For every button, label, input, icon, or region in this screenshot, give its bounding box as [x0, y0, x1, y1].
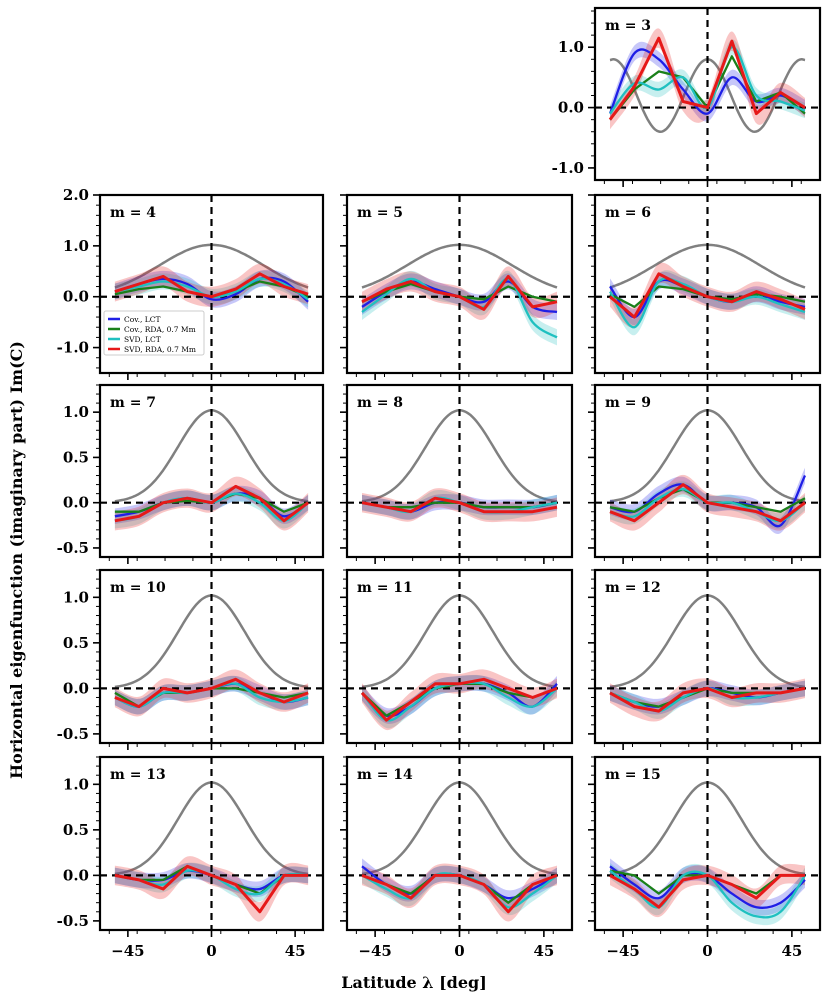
panel-m12-label: m = 12	[605, 580, 661, 596]
panel-m4-ytick-label: 0.0	[63, 288, 89, 306]
panel-m9-label: m = 9	[605, 395, 651, 411]
panel-m14-svd-rda-line	[361, 873, 558, 914]
panel-m11-plot-area	[347, 570, 572, 743]
panel-m13-xtick-label: 45	[285, 942, 306, 960]
panel-m13-ytick-label: -0.5	[57, 912, 89, 930]
panel-m10-label: m = 10	[110, 580, 166, 596]
panel-m15: m = 15 −45 0 45	[588, 755, 822, 960]
panel-m12-plot-area	[595, 570, 820, 743]
panel-m13-svd-rda-band	[114, 856, 309, 922]
legend-box	[103, 310, 205, 356]
panel-m13-plot-area	[100, 757, 323, 930]
panel-m5-svd-rda-line	[361, 274, 558, 311]
panel-m8-svd-rda-line	[361, 496, 558, 514]
panel-m8-label: m = 8	[357, 395, 403, 411]
panel-m5-label: m = 5	[357, 205, 403, 221]
panel-m9: m = 9	[588, 383, 822, 564]
panel-m8: m = 8	[340, 383, 574, 564]
panel-m7-ytick-label: 0.0	[63, 494, 89, 512]
panel-m14-label: m = 14	[357, 767, 413, 783]
panel-m10-plot-area	[100, 570, 323, 743]
panel-m4-ytick-label: 1.0	[63, 237, 89, 255]
panel-m6: m = 6	[588, 193, 822, 380]
panel-m14-plot-area	[347, 757, 572, 930]
panel-m4-svd-rda-line	[114, 272, 309, 299]
panel-m5-plot-area	[347, 195, 572, 373]
panel-m13-ytick-label: 1.0	[63, 775, 89, 793]
panel-m3-plot-area	[595, 8, 820, 180]
panel-m4-ytick-label: 2.0	[63, 186, 89, 204]
panel-m7-label: m = 7	[110, 395, 156, 411]
panel-m9-svd-rda-line	[609, 483, 806, 523]
panel-m7-plot-area	[100, 385, 323, 557]
panel-m10-ytick-label: -0.5	[57, 725, 89, 743]
legend-label-cov-rda: Cov., RDA, 0.7 Mm	[124, 325, 196, 334]
panel-m15-svd-lct-band	[610, 863, 805, 926]
panel-m4-plot-area	[100, 195, 323, 373]
panel-m15-svd-rda-band	[610, 863, 805, 918]
panel-m15-svd-rda-line	[609, 873, 805, 909]
panel-m13-label: m = 13	[110, 767, 166, 783]
panel-m15-xtick-label: −45	[606, 942, 639, 960]
panel-m13-ytick-label: 0.5	[63, 821, 89, 839]
panel-m7-ytick-label: 1.0	[63, 403, 89, 421]
panel-m7-svd-rda-line	[114, 484, 310, 523]
panel-m3-ytick-label: -1.0	[552, 159, 584, 177]
panel-m14-xtick-label: 45	[533, 942, 554, 960]
panel-m14-xtick-label: −45	[358, 942, 391, 960]
panel-m13-xtick-label: 0	[206, 942, 216, 960]
legend-label-svd-rda: SVD, RDA, 0.7 Mm	[124, 345, 196, 354]
panel-m6-svd-rda-line	[609, 272, 806, 319]
panel-m10-ytick-label: 0.0	[63, 679, 89, 697]
panel-m14: m = 14 −45 0 45	[340, 755, 574, 960]
x-axis-title: Latitude λ [deg]	[341, 973, 487, 992]
panel-m6-plot-area	[595, 195, 820, 373]
panel-m7-cov-lct-band	[114, 485, 309, 525]
panel-m3-ytick-label: 1.0	[558, 38, 584, 56]
panel-m9-plot-area	[595, 385, 820, 557]
panel-m13-xtick-label: −45	[111, 942, 144, 960]
panel-m8-plot-area	[347, 385, 572, 557]
panel-m11: m = 11	[340, 568, 574, 750]
panel-m3-label: m = 3	[605, 18, 651, 34]
panel-m11-label: m = 11	[357, 580, 413, 596]
panel-m13-svd-rda-line	[114, 864, 309, 914]
panel-m15-xtick-label: 45	[781, 942, 802, 960]
panel-m12-svd-rda-line	[609, 686, 806, 713]
panel-m3-svd-rda-band	[610, 28, 805, 130]
panel-m5: m = 5	[340, 193, 574, 380]
panel-m10-svd-rda-line	[114, 677, 309, 709]
panel-m4-ytick-label: -1.0	[57, 339, 89, 357]
legend-label-svd-lct: SVD, LCT	[124, 335, 161, 344]
panel-m11-svd-rda-band	[362, 669, 557, 731]
panel-m3-ytick-label: 0.0	[558, 99, 584, 117]
legend-label-cov-lct: Cov., LCT	[124, 315, 160, 324]
panel-m10-ytick-label: 1.0	[63, 588, 89, 606]
panel-m15-xtick-label: 0	[702, 942, 712, 960]
panel-grid: m = 3 -1.0 0.0 1.0 m = 4 -1.0 0.0 1.0 2.0 Cov., L…	[57, 6, 822, 960]
panel-m14-xtick-label: 0	[454, 942, 464, 960]
panel-m15-plot-area	[595, 757, 820, 930]
panel-m7: m = 7 -0.5 0.0 0.5 1.0	[57, 383, 325, 564]
panel-m10-ytick-label: 0.5	[63, 634, 89, 652]
panel-m7-ytick-label: 0.5	[63, 448, 89, 466]
panel-m10: m = 10 -0.5 0.0 0.5 1.0	[57, 568, 325, 750]
panel-m3-svd-rda-line	[608, 36, 806, 121]
panel-m7-ytick-label: -0.5	[57, 539, 89, 557]
panel-m4-label: m = 4	[110, 205, 156, 221]
panel-m13: m = 13 -0.5 0.0 0.5 1.0 −45 0 45	[57, 755, 325, 960]
panel-m12: m = 12	[588, 568, 822, 750]
y-axis-title: Horizontal eigenfunction (imaginary part…	[7, 341, 26, 779]
panel-m6-cov-lct-band	[610, 271, 805, 326]
panel-m11-svd-rda-line	[360, 677, 558, 722]
panel-m3: m = 3 -1.0 0.0 1.0	[552, 6, 822, 187]
panel-m15-cov-lct-band	[610, 858, 805, 916]
panel-m13-ytick-label: 0.0	[63, 866, 89, 884]
panel-m15-label: m = 15	[605, 767, 661, 783]
panel-m6-label: m = 6	[605, 205, 651, 221]
